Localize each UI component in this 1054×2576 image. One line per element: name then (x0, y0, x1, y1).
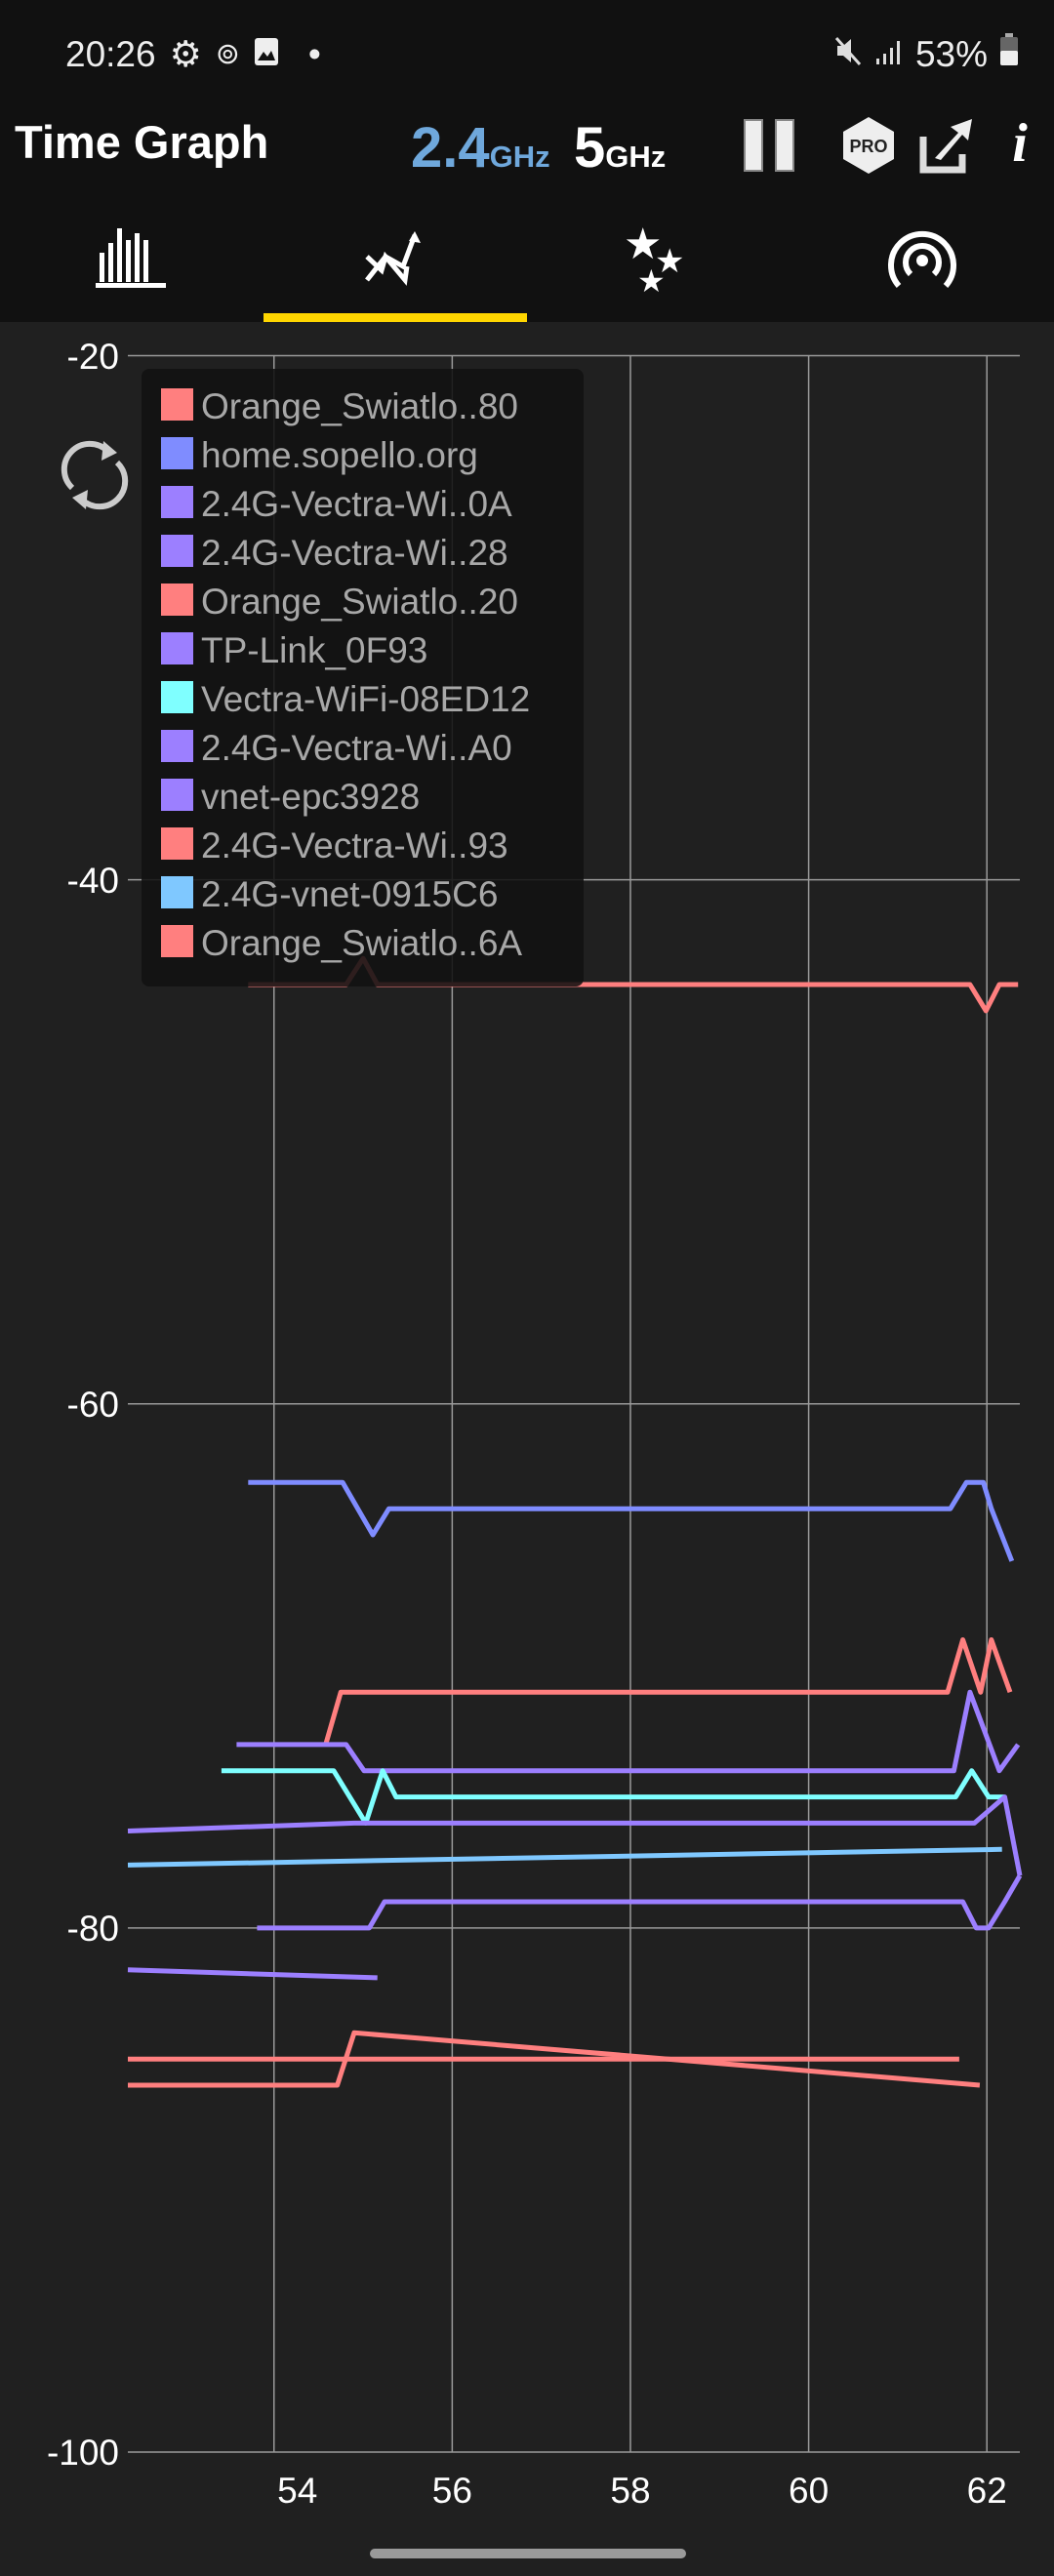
legend-item: Orange_Swiatlo..6A (142, 923, 584, 974)
mute-icon (833, 34, 863, 75)
legend-label: 2.4G-Vectra-Wi..28 (201, 533, 508, 573)
pro-badge-icon[interactable]: PRO (839, 115, 898, 176)
legend-label: Orange_Swiatlo..20 (201, 582, 518, 622)
time-graph-icon (365, 231, 421, 286)
share-export-icon[interactable] (917, 115, 976, 176)
active-tab-indicator (264, 313, 527, 322)
tab-ap-list[interactable] (790, 205, 1054, 312)
legend-swatch (161, 437, 193, 469)
legend-item: vnet-epc3928 (142, 777, 584, 827)
band-24ghz-toggle[interactable]: 2.4GHz (411, 115, 550, 181)
legend-label: Orange_Swiatlo..80 (201, 386, 518, 426)
signal-radar-icon (888, 230, 956, 288)
band-5ghz-toggle[interactable]: 5GHz (574, 115, 666, 181)
x-tick-label: 60 (789, 2471, 830, 2511)
legend-item: Vectra-WiFi-08ED12 (142, 679, 584, 730)
gesture-nav-handle[interactable] (370, 2549, 686, 2558)
legend-item: Orange_Swiatlo..80 (142, 386, 584, 437)
status-time: 20:26 (65, 33, 156, 74)
series-line (257, 1873, 1023, 1931)
dot-icon: • (307, 33, 321, 74)
tab-channel-graph[interactable] (0, 205, 264, 312)
legend-label: vnet-epc3928 (201, 777, 421, 817)
legend-swatch (161, 779, 193, 811)
signal-icon (874, 34, 904, 75)
ghz-unit: GHz (605, 140, 667, 174)
tab-time-graph[interactable] (264, 205, 527, 312)
legend-label: 2.4G-Vectra-Wi..93 (201, 825, 508, 865)
band-24-label: 2.4 (411, 116, 490, 180)
page-title: Time Graph (15, 116, 269, 168)
x-tick-label: 54 (277, 2471, 318, 2511)
series-line (127, 1967, 378, 1981)
legend-label: Orange_Swiatlo..6A (201, 923, 523, 963)
chart-legend: Orange_Swiatlo..80 home.sopello.org 2.4G-V… (142, 369, 584, 986)
legend-label: 2.4G-Vectra-Wi..A0 (201, 728, 512, 768)
legend-item: 2.4G-Vectra-Wi..A0 (142, 728, 584, 779)
legend-swatch (161, 681, 193, 713)
svg-text:★: ★ (637, 263, 666, 294)
legend-label: Vectra-WiFi-08ED12 (201, 679, 531, 719)
pause-icon[interactable] (742, 117, 798, 174)
legend-swatch (161, 925, 193, 957)
series-line (236, 1689, 1021, 1774)
legend-swatch (161, 632, 193, 664)
legend-item: 2.4G-Vectra-Wi..0A (142, 484, 584, 535)
info-icon[interactable]: i (1012, 113, 1028, 174)
legend-item: TP-Link_0F93 (142, 630, 584, 681)
legend-swatch (161, 730, 193, 762)
y-tick-label: -20 (66, 336, 119, 377)
legend-item: Orange_Swiatlo..20 (142, 582, 584, 632)
series-line (323, 1637, 1013, 1746)
legend-swatch (161, 827, 193, 860)
y-tick-label: -40 (66, 860, 119, 901)
y-tick-label: -60 (66, 1384, 119, 1425)
x-tick-label: 62 (966, 2471, 1007, 2511)
svg-text:★: ★ (655, 243, 684, 280)
legend-swatch (161, 486, 193, 518)
legend-label: 2.4G-Vectra-Wi..0A (201, 484, 512, 524)
gear-icon: ⚙ (169, 34, 202, 74)
series-line (248, 1479, 1015, 1562)
band-5-label: 5 (574, 116, 606, 180)
status-bar-right: 53% (833, 33, 1019, 75)
legend-swatch (161, 584, 193, 616)
series-line (128, 2030, 981, 2088)
x-tick-label: 58 (610, 2471, 651, 2511)
legend-item: home.sopello.org (142, 435, 584, 486)
legend-item: 2.4G-vnet-0915C6 (142, 874, 584, 925)
sync-icon: ⊚ (215, 38, 240, 70)
tab-channel-rating[interactable]: ★ ★ ★ (527, 205, 790, 312)
legend-swatch (161, 535, 193, 567)
pro-label: PRO (849, 137, 887, 156)
status-bar-left: 20:26 ⚙ ⊚ • (65, 33, 321, 75)
y-tick-label: -80 (66, 1908, 119, 1949)
series-line (127, 1846, 1002, 1868)
series-line (221, 1768, 1005, 1826)
legend-swatch (161, 876, 193, 908)
refresh-icon[interactable] (59, 439, 131, 511)
y-tick-label: -100 (46, 2433, 119, 2473)
battery-text: 53% (914, 33, 988, 74)
top-bar: 20:26 ⚙ ⊚ • 53% Time Graph 2.4GHz 5GHz P… (0, 0, 1054, 322)
bar-chart-icon (96, 228, 166, 288)
legend-label: TP-Link_0F93 (201, 630, 428, 670)
series-line (127, 1794, 1023, 1876)
stars-icon: ★★★ (624, 223, 684, 294)
ghz-unit: GHz (489, 140, 550, 174)
legend-label: home.sopello.org (201, 435, 478, 475)
svg-text:★: ★ (624, 223, 662, 268)
image-icon (254, 34, 279, 75)
x-tick-label: 56 (431, 2471, 472, 2511)
legend-item: 2.4G-Vectra-Wi..28 (142, 533, 584, 584)
legend-label: 2.4G-vnet-0915C6 (201, 874, 499, 914)
battery-icon (999, 33, 1019, 75)
legend-item: 2.4G-Vectra-Wi..93 (142, 825, 584, 876)
legend-swatch (161, 388, 193, 421)
